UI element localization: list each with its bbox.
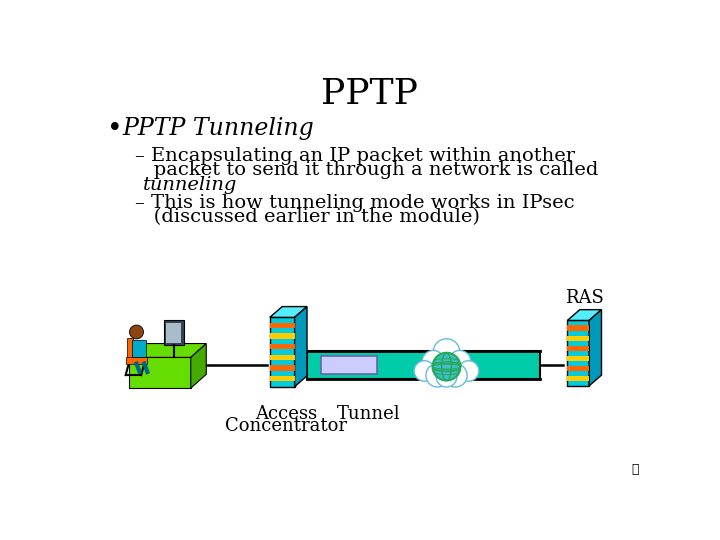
Polygon shape (127, 338, 133, 361)
Text: Access: Access (255, 405, 317, 423)
Bar (307, 351, 539, 379)
Polygon shape (567, 376, 589, 381)
Polygon shape (270, 366, 294, 370)
Polygon shape (270, 376, 294, 381)
Polygon shape (270, 307, 307, 318)
Polygon shape (567, 320, 589, 386)
Bar (321, 356, 377, 374)
Polygon shape (270, 318, 294, 387)
Circle shape (449, 350, 471, 373)
Text: (discussed earlier in the module): (discussed earlier in the module) (135, 208, 480, 226)
Polygon shape (294, 307, 307, 387)
Polygon shape (126, 357, 148, 363)
Circle shape (130, 325, 143, 339)
Polygon shape (166, 323, 181, 343)
Circle shape (433, 339, 460, 365)
Polygon shape (567, 356, 589, 361)
Text: Tunnel: Tunnel (337, 405, 401, 423)
Polygon shape (567, 309, 601, 320)
Polygon shape (589, 309, 601, 386)
Polygon shape (191, 343, 206, 388)
Circle shape (433, 353, 461, 381)
Polygon shape (567, 346, 589, 350)
Text: RAS: RAS (565, 288, 604, 307)
Text: PPTP: PPTP (320, 77, 418, 111)
Text: Concentrator: Concentrator (225, 417, 347, 435)
Polygon shape (270, 344, 294, 349)
Polygon shape (270, 333, 294, 339)
Polygon shape (132, 340, 145, 357)
Polygon shape (567, 366, 589, 371)
Text: 🔈: 🔈 (631, 463, 639, 476)
Text: packet to send it through a network is called: packet to send it through a network is c… (135, 161, 598, 179)
Circle shape (414, 361, 435, 381)
Text: PPTP Tunneling: PPTP Tunneling (122, 117, 315, 140)
Circle shape (422, 350, 444, 373)
Polygon shape (270, 355, 294, 360)
Circle shape (444, 363, 467, 387)
Polygon shape (129, 343, 206, 357)
Polygon shape (129, 357, 191, 388)
Polygon shape (567, 326, 589, 330)
Text: – Encapsulating an IP packet within another: – Encapsulating an IP packet within anot… (135, 147, 575, 165)
Circle shape (426, 363, 449, 387)
Text: tunneling: tunneling (143, 176, 237, 194)
Circle shape (436, 367, 456, 387)
Text: •: • (107, 116, 122, 141)
Text: – This is how tunneling mode works in IPsec: – This is how tunneling mode works in IP… (135, 194, 575, 212)
Circle shape (458, 361, 479, 381)
Polygon shape (567, 335, 589, 341)
Polygon shape (163, 320, 184, 345)
Polygon shape (270, 323, 294, 328)
